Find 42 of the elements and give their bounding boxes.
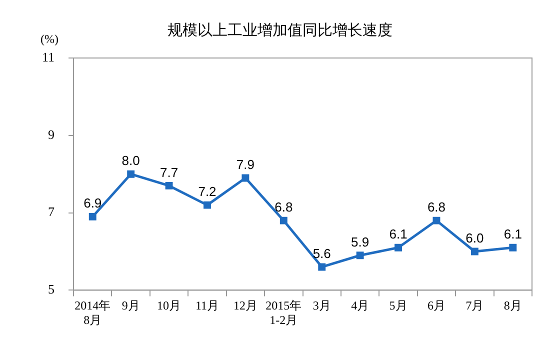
x-tick-label: 9月: [122, 298, 140, 313]
point: [127, 170, 135, 178]
y-tick-label: 11: [42, 49, 55, 64]
y-axis-title: (%): [40, 32, 59, 46]
x-tick-label: 2015年 1-2月: [266, 298, 302, 327]
x-tick-label: 4月: [351, 298, 370, 313]
point: [204, 201, 211, 209]
x-tick-label: 12月: [233, 298, 258, 313]
x-tick-label: 3月: [312, 298, 331, 313]
data-label: 6.1: [504, 226, 522, 242]
point: [509, 244, 517, 252]
chart-title: 规模以上工业增加值同比增长速度: [168, 20, 392, 39]
x-tick-label: 7月: [466, 298, 484, 313]
data-label: 6.8: [427, 200, 446, 215]
data-label: 7.7: [160, 164, 178, 180]
point: [242, 174, 250, 182]
x-tick-label: 5月: [389, 298, 408, 313]
y-tick-label: 7: [48, 204, 56, 220]
data-label: 6.8: [274, 200, 293, 215]
point: [318, 263, 326, 271]
x-tick-label: 10月: [157, 298, 182, 313]
point: [394, 244, 402, 252]
x-tick-label: 6月: [427, 298, 446, 313]
y-tick-label: 9: [48, 126, 55, 142]
y-tick-label: 5: [48, 282, 55, 297]
x-tick-label: 11月: [195, 298, 220, 313]
point: [356, 252, 364, 260]
data-label: 5.9: [351, 234, 370, 250]
point: [432, 216, 440, 224]
data-label: 5.6: [312, 246, 331, 262]
x-tick-label: 2014年 8月: [74, 298, 111, 327]
point: [280, 216, 288, 224]
point: [165, 182, 173, 190]
data-label: 7.9: [236, 157, 254, 172]
x-tick-label: 8月: [504, 298, 522, 313]
data-label: 8.0: [122, 153, 140, 168]
point: [88, 212, 96, 220]
point: [470, 248, 478, 256]
data-label: 7.2: [198, 184, 216, 200]
data-label: 6.9: [84, 196, 102, 211]
data-label: 6.0: [466, 230, 484, 246]
data-label: 6.1: [389, 226, 408, 242]
